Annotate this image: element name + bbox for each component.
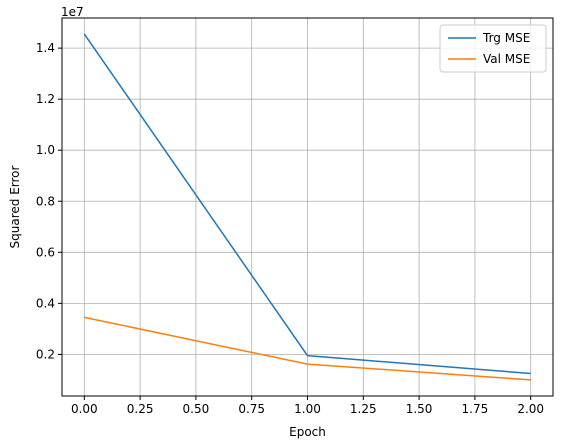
y-tick-label: 0.4 [36, 296, 55, 310]
x-axis-title: Epoch [289, 425, 326, 439]
y-axis-scale-label: 1e7 [61, 5, 84, 19]
y-tick-label: 1.0 [36, 143, 55, 157]
x-tick-label: 1.00 [294, 402, 321, 416]
legend: Trg MSE Val MSE [439, 24, 547, 73]
y-tick-label: 0.2 [36, 347, 55, 361]
series-line-1 [84, 316, 531, 381]
y-tick-label: 0.6 [36, 245, 55, 259]
y-axis-ticks: 0.2 0.4 0.6 0.8 1.0 1.2 1.4 [36, 41, 62, 361]
series-lines [83, 33, 531, 381]
x-tick-label: 0.25 [127, 402, 154, 416]
x-axis-ticks: 0.00 0.25 0.50 0.75 1.00 1.25 1.50 1.75 2.00 [71, 396, 544, 416]
legend-label: Trg MSE [482, 31, 530, 45]
x-tick-label: 1.75 [462, 402, 489, 416]
y-tick-label: 1.2 [36, 92, 55, 106]
series-line-0 [83, 33, 531, 375]
grid [62, 18, 553, 396]
y-tick-label: 0.8 [36, 194, 55, 208]
x-tick-label: 1.25 [350, 402, 377, 416]
legend-label: Val MSE [483, 52, 530, 66]
x-tick-label: 0.75 [238, 402, 265, 416]
x-tick-label: 1.50 [406, 402, 433, 416]
y-tick-label: 1.4 [36, 41, 55, 55]
legend-box [439, 24, 547, 73]
x-tick-label: 0.00 [71, 402, 98, 416]
y-axis-title: Squared Error [8, 165, 22, 248]
x-tick-label: 2.00 [517, 402, 544, 416]
x-tick-label: 0.50 [183, 402, 210, 416]
